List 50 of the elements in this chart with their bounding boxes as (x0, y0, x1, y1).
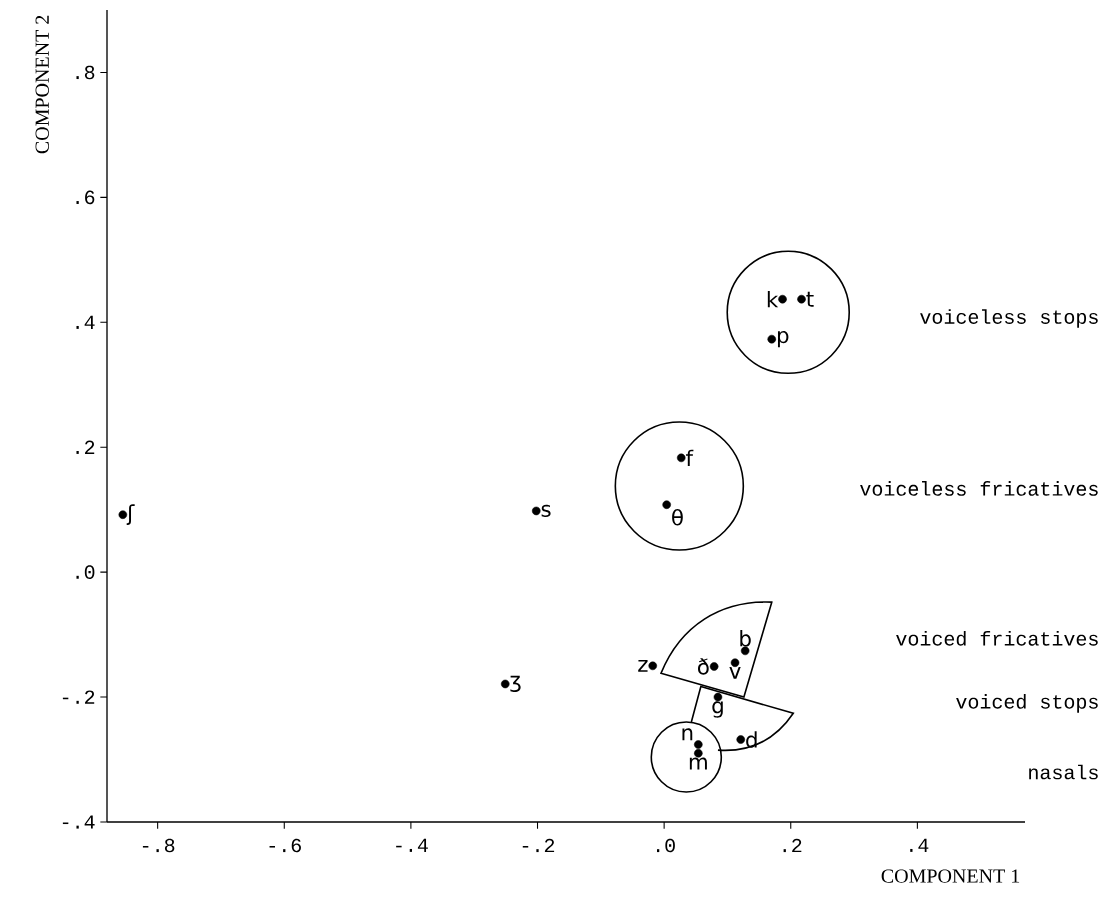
x-tick-label: -.2 (522, 838, 555, 853)
annotation: b (740, 630, 751, 647)
x-tick-label: .4 (910, 838, 929, 852)
x-tick-label: -.6 (269, 838, 301, 853)
annotation: θ (672, 508, 683, 526)
text: nasals (1029, 764, 1098, 780)
point (767, 334, 777, 344)
annotation: ð (698, 658, 709, 675)
point (676, 453, 686, 463)
point (797, 294, 806, 304)
annotation: s (541, 504, 551, 518)
x-tick-label: -.4 (396, 838, 428, 852)
point (713, 692, 723, 702)
y-tick-label: .2 (76, 440, 95, 454)
y-tick-label: -.4 (62, 815, 95, 829)
annotation: z (638, 660, 648, 672)
annotation: n (682, 728, 693, 741)
point (778, 294, 787, 304)
y-tick-label: .6 (76, 190, 95, 205)
point (531, 506, 541, 516)
x-tick-label: .0 (656, 838, 675, 853)
point (662, 500, 671, 509)
annotation: voiceless fricatives (860, 481, 1098, 496)
point (694, 740, 703, 749)
annotation: g (712, 701, 723, 718)
annotation: voiced stops (956, 694, 1098, 713)
annotation: p (777, 330, 789, 348)
annotation: f (685, 449, 694, 466)
annotation: m (689, 757, 707, 770)
y-tick-label: .4 (76, 315, 95, 329)
x-tick-label: -.8 (142, 838, 175, 853)
annotation: v (729, 666, 741, 679)
annotation: voiced fricatives (896, 630, 1098, 646)
annotation: k (767, 291, 779, 308)
point (730, 658, 740, 667)
point (648, 661, 658, 671)
point (709, 662, 719, 671)
x-axis-title: COMPONENT 1 (881, 869, 1020, 883)
y-axis-title: COMPONENT 2 (35, 15, 49, 154)
annotation: ʃ (126, 504, 135, 526)
x-tick-label: .2 (783, 838, 802, 853)
annotation: ʒ (510, 675, 521, 693)
annotation: voiceless stops (920, 309, 1098, 328)
annotation: t (806, 291, 814, 307)
point (500, 679, 510, 689)
point (736, 735, 746, 744)
y-tick-label: .8 (76, 65, 95, 80)
y-tick-label: .0 (76, 565, 95, 579)
y-tick-label: -.2 (62, 690, 95, 704)
point (740, 646, 750, 656)
